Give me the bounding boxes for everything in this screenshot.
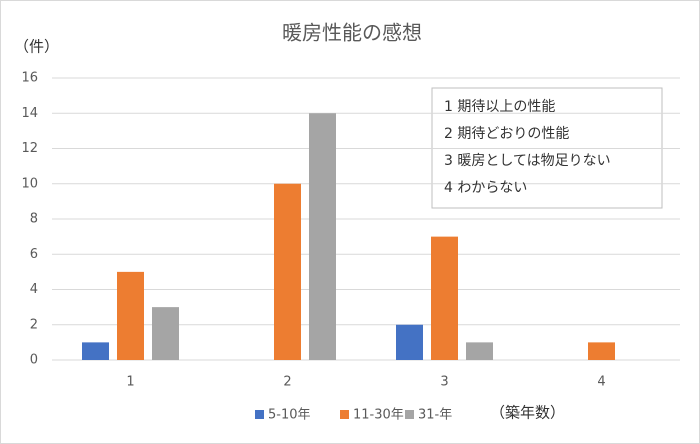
y-tick-label: 4 [30, 282, 38, 297]
annotation-text: 2 期待どおりの性能 [444, 126, 569, 142]
legend-swatch [405, 410, 414, 419]
bar [82, 342, 109, 360]
x-axis-label: （築年数） [490, 404, 565, 422]
y-tick-label: 10 [21, 176, 38, 191]
bar [274, 183, 301, 360]
x-tick-label: 4 [597, 375, 605, 390]
y-tick-label: 8 [30, 212, 38, 227]
bar [309, 113, 336, 360]
x-tick-label: 1 [126, 375, 134, 390]
bar [588, 342, 615, 360]
y-tick-label: 12 [21, 141, 38, 156]
bar [431, 236, 458, 360]
legend-swatch [340, 410, 349, 419]
x-tick-label: 3 [440, 375, 448, 390]
legend-label: 31-年 [418, 408, 452, 423]
bar [117, 271, 144, 360]
y-tick-label: 6 [30, 247, 38, 262]
bar [152, 307, 179, 360]
y-axis-label: （件） [14, 38, 59, 56]
y-tick-label: 16 [21, 71, 38, 86]
legend-swatch [255, 410, 264, 419]
bar [466, 342, 493, 360]
bar [396, 324, 423, 360]
annotation-text: 1 期待以上の性能 [444, 99, 555, 115]
chart-title: 暖房性能の感想 [282, 21, 422, 45]
y-tick-label: 2 [30, 317, 38, 332]
legend-label: 11-30年 [353, 408, 404, 423]
y-tick-label: 0 [30, 353, 38, 368]
annotation-text: 3 暖房としては物足りない [444, 153, 611, 169]
x-tick-label: 2 [283, 375, 291, 390]
y-tick-label: 14 [21, 106, 38, 121]
legend-label: 5-10年 [268, 408, 311, 423]
annotation-text: 4 わからない [444, 180, 527, 196]
